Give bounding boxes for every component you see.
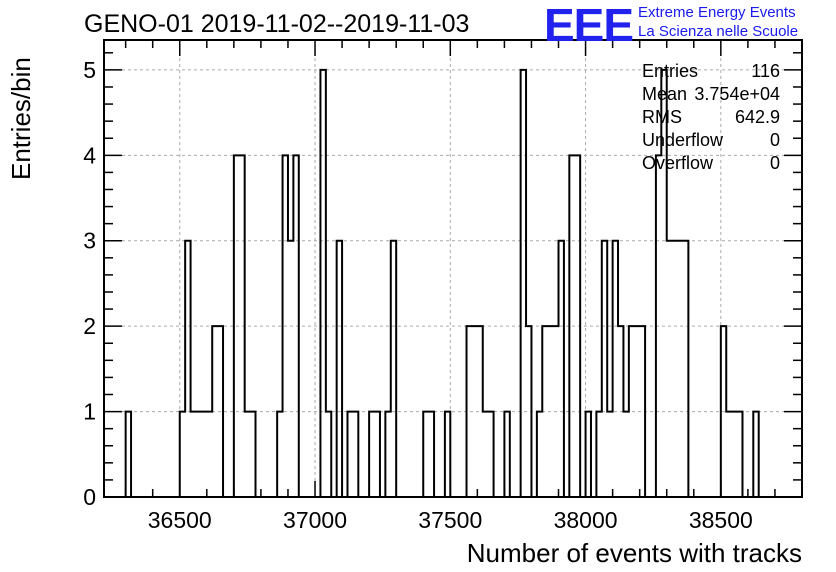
stats-row-entries: Entries 116 xyxy=(642,60,780,83)
logo-caption-line2: La Scienza nelle Scuole xyxy=(638,23,799,40)
stats-row-underflow: Underflow 0 xyxy=(642,129,780,152)
y-ticks: 0 1 2 3 4 5 xyxy=(83,52,802,510)
eee-logo: EEE xyxy=(544,0,634,51)
histogram-series-line xyxy=(124,68,760,497)
logo-caption: Extreme Energy Events La Scienza nelle S… xyxy=(638,3,798,41)
y-tick-label: 3 xyxy=(83,228,96,254)
x-tick-label: 37500 xyxy=(418,507,482,533)
stats-label: Mean xyxy=(642,84,688,104)
stats-value: 642.9 xyxy=(734,107,780,127)
chart-title: GENO-01 2019-11-02--2019-11-03 xyxy=(84,10,470,38)
stats-value: 3.754e+04 xyxy=(694,84,780,104)
logo-caption-line1: Extreme Energy Events xyxy=(638,4,796,21)
x-tick-label: 38500 xyxy=(689,507,753,533)
y-tick-label: 4 xyxy=(83,142,96,168)
stats-label: Entries xyxy=(642,61,699,81)
stats-box: Entries 116 Mean 3.754e+04 RMS 642.9 Underf… xyxy=(642,60,780,175)
y-tick-label: 2 xyxy=(83,313,96,339)
x-tick-label: 38000 xyxy=(554,507,618,533)
stats-label: RMS xyxy=(642,107,682,127)
stats-row-rms: RMS 642.9 xyxy=(642,106,780,129)
x-ticks: 36500 37000 37500 38000 38500 xyxy=(124,40,803,533)
x-axis-label: Number of events with tracks xyxy=(466,538,802,568)
stats-value: 0 xyxy=(769,153,780,173)
stats-label: Overflow xyxy=(642,153,714,173)
stats-row-mean: Mean 3.754e+04 xyxy=(642,83,780,106)
stats-row-overflow: Overflow 0 xyxy=(642,152,780,175)
stats-label: Underflow xyxy=(642,130,724,150)
stats-value: 0 xyxy=(769,130,780,150)
plot-frame xyxy=(103,39,803,498)
y-tick-label: 5 xyxy=(83,57,96,83)
x-tick-label: 37000 xyxy=(283,507,347,533)
y-axis-label: Entries/bin xyxy=(6,57,36,180)
y-tick-label: 1 xyxy=(83,399,96,425)
stats-value: 116 xyxy=(751,61,780,81)
y-tick-label: 0 xyxy=(83,484,96,510)
x-tick-label: 36500 xyxy=(148,507,212,533)
